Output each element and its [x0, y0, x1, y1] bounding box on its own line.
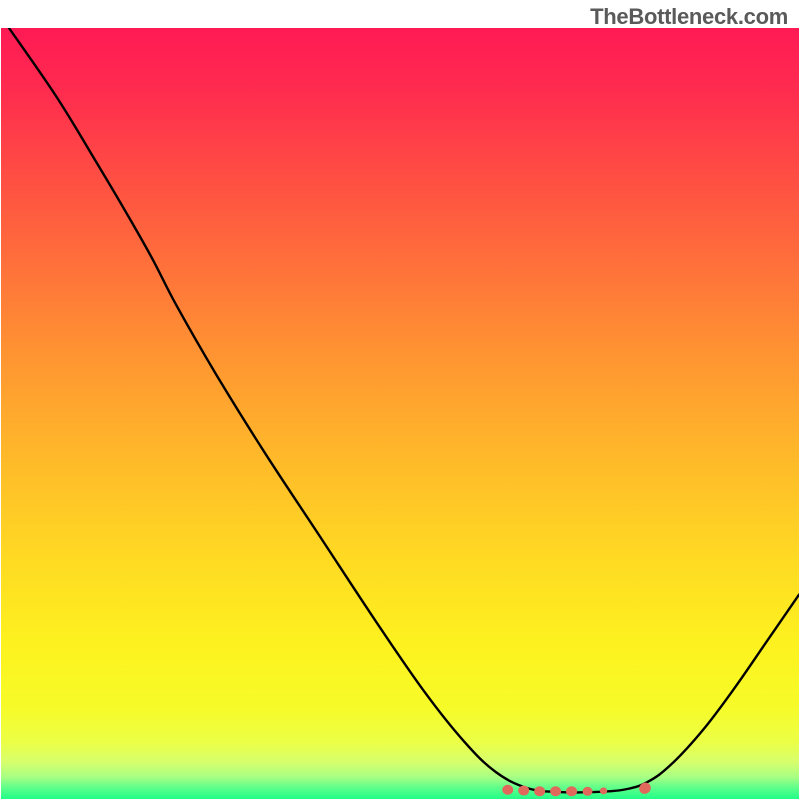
marker-point — [600, 788, 606, 794]
watermark-text: TheBottleneck.com — [590, 4, 788, 30]
bottleneck-curve-chart — [1, 28, 799, 799]
marker-point — [535, 787, 545, 796]
marker-point — [503, 785, 513, 794]
plot-background — [1, 28, 799, 799]
marker-point — [519, 786, 529, 795]
marker-point — [567, 787, 577, 796]
marker-point — [583, 787, 592, 795]
marker-point — [551, 787, 561, 796]
chart-container — [1, 28, 799, 799]
